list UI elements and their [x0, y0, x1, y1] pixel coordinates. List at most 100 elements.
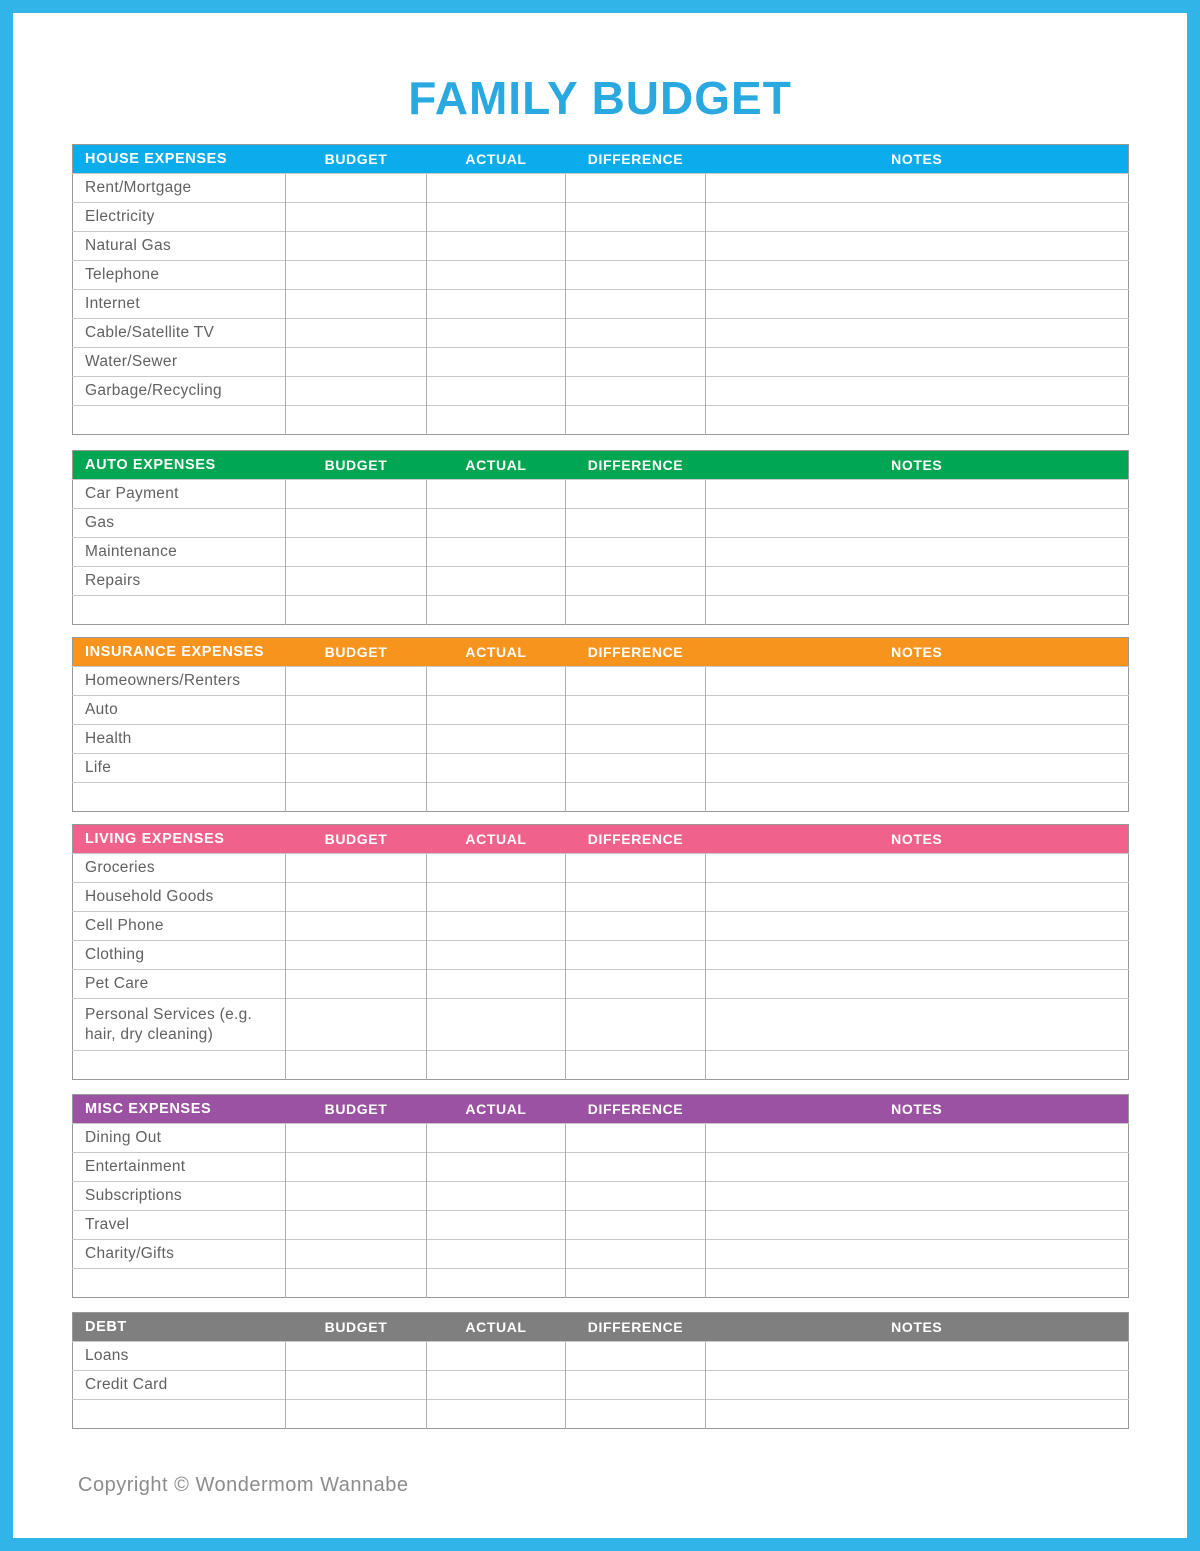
section-auto-expenses: AUTO EXPENSES BUDGET ACTUAL DIFFERENCE N…	[72, 450, 1129, 625]
notes-cell	[705, 1181, 1129, 1211]
section-house-expenses: HOUSE EXPENSES BUDGET ACTUAL DIFFERENCE …	[72, 144, 1129, 435]
budget-cell	[285, 202, 427, 232]
section-title: LIVING EXPENSES	[72, 824, 286, 854]
budget-cell	[285, 695, 427, 725]
table-row: Pet Care	[72, 969, 1129, 999]
row-label: Garbage/Recycling	[72, 376, 286, 406]
actual-cell	[426, 666, 566, 696]
row-label	[72, 595, 286, 625]
column-header-difference: DIFFERENCE	[565, 637, 706, 667]
difference-cell	[565, 969, 706, 999]
actual-cell	[426, 753, 566, 783]
row-label	[72, 1399, 286, 1429]
column-header-difference: DIFFERENCE	[565, 824, 706, 854]
row-label: Dining Out	[72, 1123, 286, 1153]
budget-cell	[285, 998, 427, 1051]
row-label: Car Payment	[72, 479, 286, 509]
row-label: Life	[72, 753, 286, 783]
row-label: Auto	[72, 695, 286, 725]
difference-cell	[565, 318, 706, 348]
difference-cell	[565, 853, 706, 883]
actual-cell	[426, 289, 566, 319]
table-row: Groceries	[72, 853, 1129, 883]
difference-cell	[565, 376, 706, 406]
column-header-actual: ACTUAL	[426, 824, 566, 854]
row-label: Internet	[72, 289, 286, 319]
notes-cell	[705, 695, 1129, 725]
column-header-notes: NOTES	[705, 450, 1129, 480]
budget-cell	[285, 911, 427, 941]
table-row: Subscriptions	[72, 1181, 1129, 1211]
actual-cell	[426, 1210, 566, 1240]
table-row: Maintenance	[72, 537, 1129, 567]
notes-cell	[705, 1152, 1129, 1182]
row-label: Credit Card	[72, 1370, 286, 1400]
row-label: Household Goods	[72, 882, 286, 912]
column-header-actual: ACTUAL	[426, 637, 566, 667]
table-row: Travel	[72, 1210, 1129, 1240]
table-row: Entertainment	[72, 1152, 1129, 1182]
row-label: Groceries	[72, 853, 286, 883]
actual-cell	[426, 724, 566, 754]
table-row: Electricity	[72, 202, 1129, 232]
column-header-difference: DIFFERENCE	[565, 144, 706, 174]
budget-cell	[285, 289, 427, 319]
column-header-budget: BUDGET	[285, 144, 427, 174]
column-header-notes: NOTES	[705, 824, 1129, 854]
budget-cell	[285, 969, 427, 999]
notes-cell	[705, 537, 1129, 567]
table-row: Health	[72, 724, 1129, 754]
notes-cell	[705, 969, 1129, 999]
budget-cell	[285, 508, 427, 538]
notes-cell	[705, 173, 1129, 203]
row-label: Pet Care	[72, 969, 286, 999]
page-content: FAMILY BUDGET HOUSE EXPENSES BUDGET ACTU…	[13, 75, 1187, 1497]
notes-cell	[705, 1210, 1129, 1240]
section-title: MISC EXPENSES	[72, 1094, 286, 1124]
budget-cell	[285, 1341, 427, 1371]
table-row: Rent/Mortgage	[72, 173, 1129, 203]
table-row-empty	[72, 1268, 1129, 1298]
budget-cell	[285, 1181, 427, 1211]
difference-cell	[565, 289, 706, 319]
row-label: Maintenance	[72, 537, 286, 567]
budget-cell	[285, 1370, 427, 1400]
difference-cell	[565, 1370, 706, 1400]
column-header-actual: ACTUAL	[426, 144, 566, 174]
row-label: Electricity	[72, 202, 286, 232]
row-label: Cell Phone	[72, 911, 286, 941]
section-header: LIVING EXPENSES BUDGET ACTUAL DIFFERENCE…	[72, 824, 1129, 854]
row-label: Subscriptions	[72, 1181, 286, 1211]
notes-cell	[705, 724, 1129, 754]
section-header: MISC EXPENSES BUDGET ACTUAL DIFFERENCE N…	[72, 1094, 1129, 1124]
table-row-empty	[72, 1050, 1129, 1080]
section-header: DEBT BUDGET ACTUAL DIFFERENCE NOTES	[72, 1312, 1129, 1342]
notes-cell	[705, 853, 1129, 883]
column-header-difference: DIFFERENCE	[565, 450, 706, 480]
difference-cell	[565, 940, 706, 970]
column-header-actual: ACTUAL	[426, 1312, 566, 1342]
difference-cell	[565, 1239, 706, 1269]
budget-cell	[285, 260, 427, 290]
budget-cell	[285, 347, 427, 377]
budget-cell	[285, 853, 427, 883]
budget-cell	[285, 1268, 427, 1298]
section-header: HOUSE EXPENSES BUDGET ACTUAL DIFFERENCE …	[72, 144, 1129, 174]
table-row: Personal Services (e.g. hair, dry cleani…	[72, 998, 1129, 1051]
difference-cell	[565, 260, 706, 290]
notes-cell	[705, 595, 1129, 625]
difference-cell	[565, 1152, 706, 1182]
row-label	[72, 1050, 286, 1080]
notes-cell	[705, 376, 1129, 406]
actual-cell	[426, 940, 566, 970]
difference-cell	[565, 231, 706, 261]
section-misc-expenses: MISC EXPENSES BUDGET ACTUAL DIFFERENCE N…	[72, 1094, 1129, 1298]
actual-cell	[426, 537, 566, 567]
table-row: Household Goods	[72, 882, 1129, 912]
section-title: HOUSE EXPENSES	[72, 144, 286, 174]
row-label: Loans	[72, 1341, 286, 1371]
difference-cell	[565, 724, 706, 754]
budget-cell	[285, 479, 427, 509]
table-row: Auto	[72, 695, 1129, 725]
